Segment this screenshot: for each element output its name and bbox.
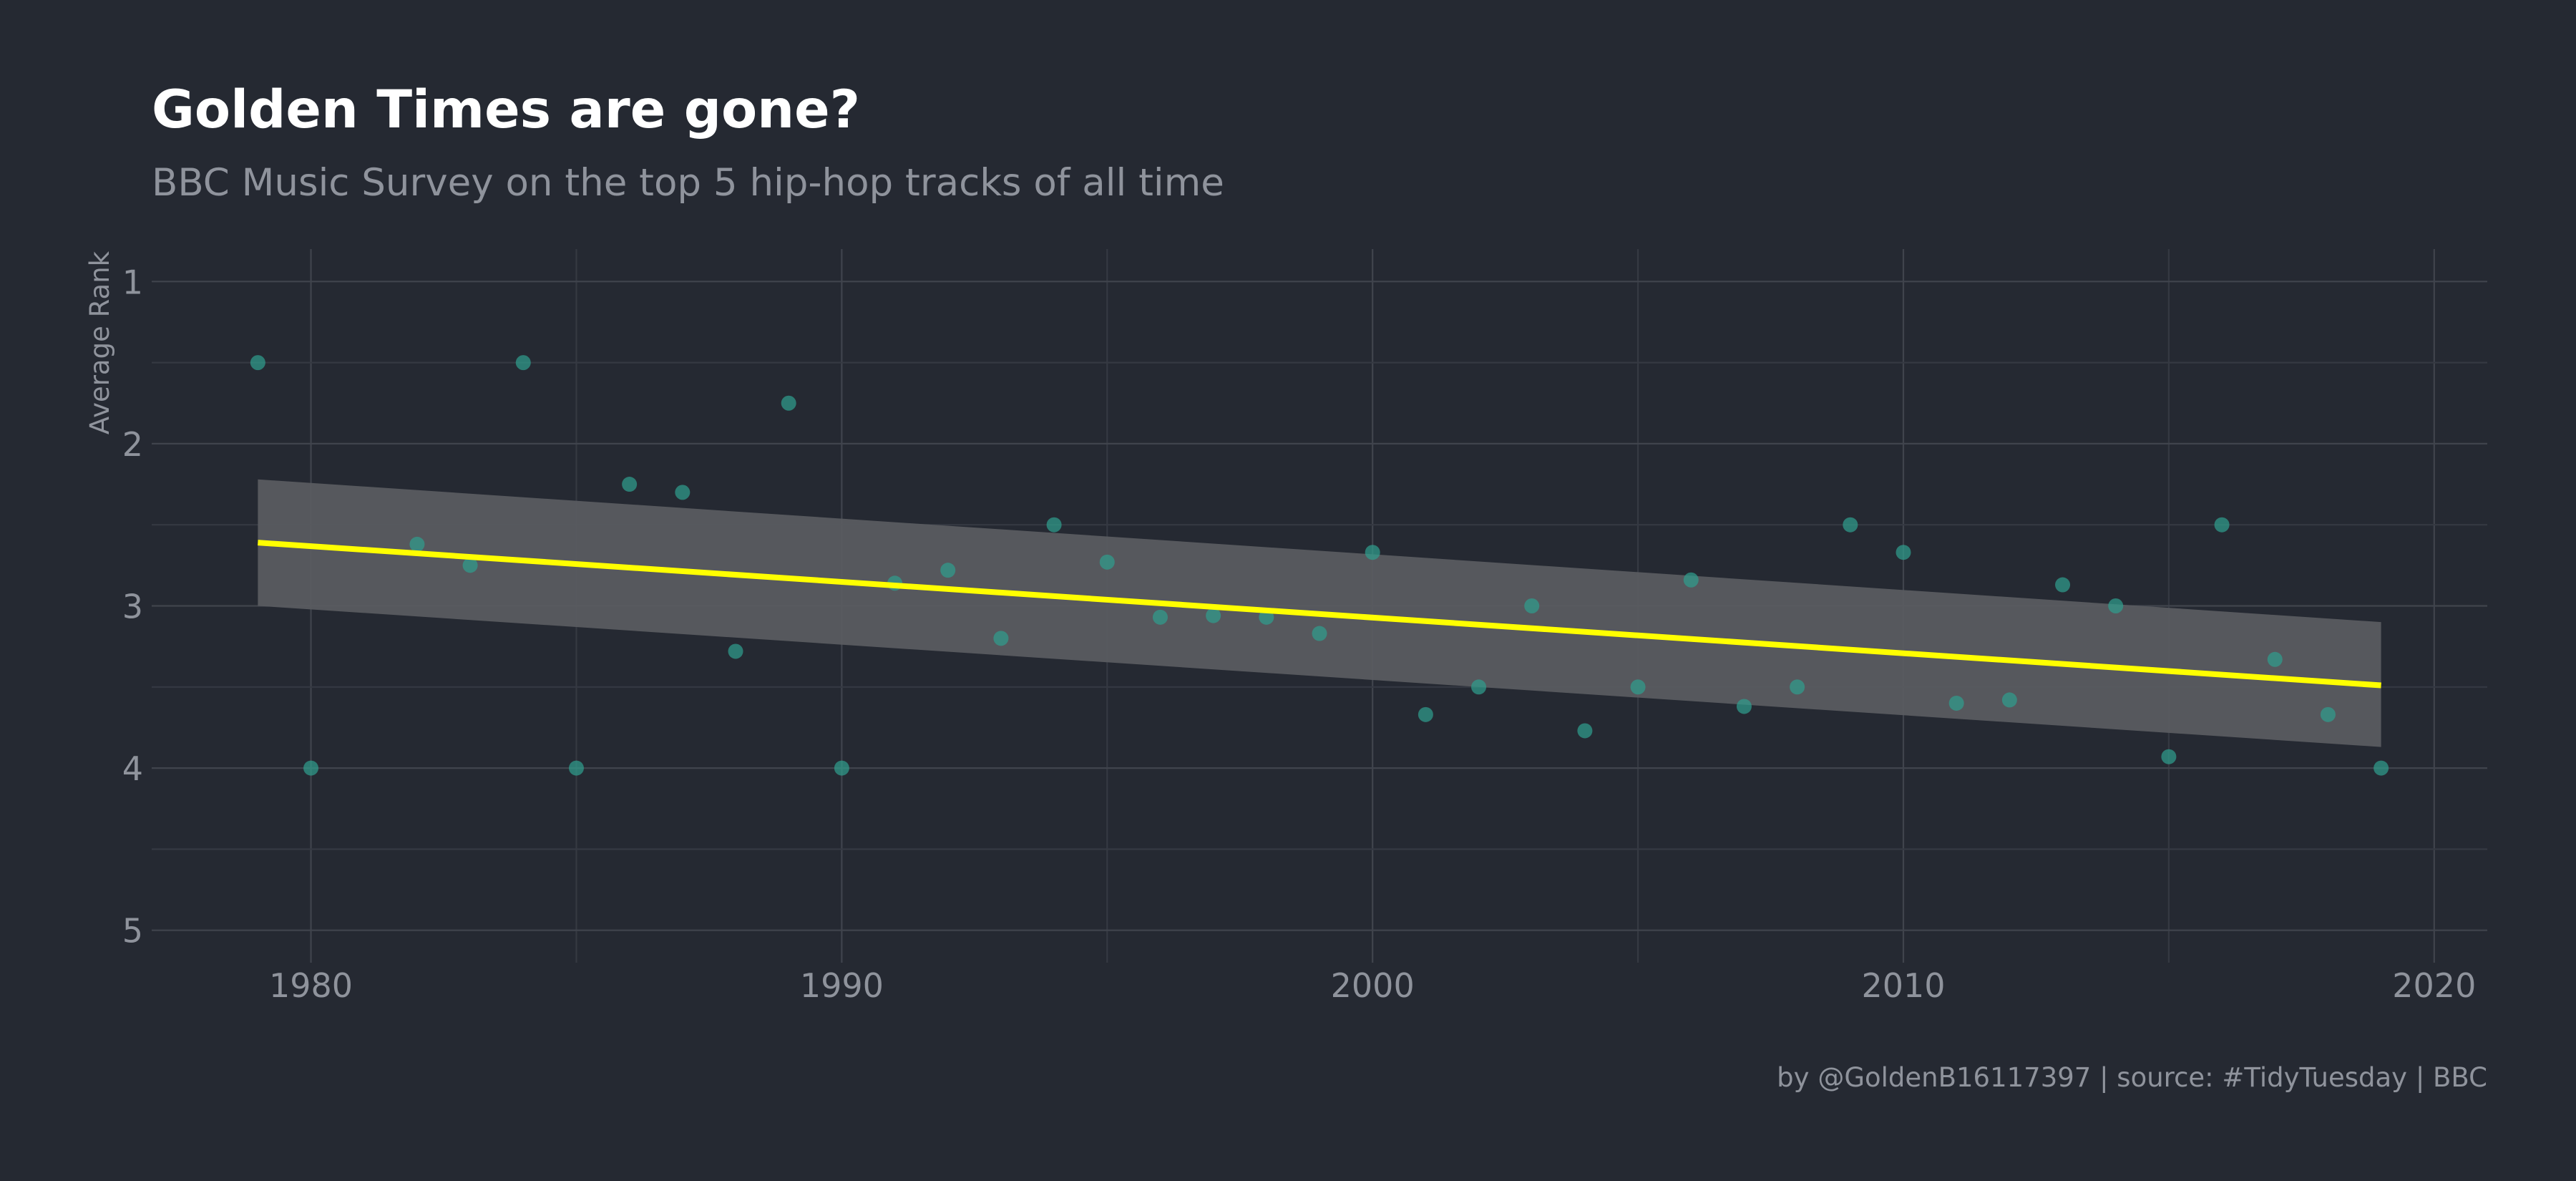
data-point-2003 — [1524, 598, 1540, 613]
data-point-1986 — [622, 477, 638, 492]
y-tick-label-4: 4 — [122, 749, 143, 788]
data-point-1996 — [1152, 609, 1168, 625]
x-tick-label-1990: 1990 — [800, 966, 884, 1005]
data-point-2009 — [1843, 517, 1858, 533]
data-point-1988 — [728, 643, 743, 659]
data-point-1983 — [462, 558, 478, 573]
data-point-2004 — [1577, 723, 1593, 739]
x-tick-label-2010: 2010 — [1861, 966, 1945, 1005]
data-point-1999 — [1312, 626, 1327, 641]
data-point-1989 — [781, 395, 796, 411]
data-point-1987 — [675, 485, 691, 500]
data-point-2007 — [1736, 699, 1752, 714]
y-tick-label-1: 1 — [122, 263, 143, 301]
y-tick-label-5: 5 — [122, 912, 143, 951]
data-point-1985 — [568, 760, 584, 776]
x-tick-label-1980: 1980 — [269, 966, 353, 1005]
data-point-1979 — [250, 355, 265, 371]
y-axis-label: Average Rank — [84, 251, 115, 434]
chart-subtitle: BBC Music Survey on the top 5 hip-hop tr… — [152, 161, 1224, 205]
chart-title: Golden Times are gone? — [152, 79, 860, 140]
data-point-1994 — [1046, 517, 1062, 533]
data-point-1984 — [515, 355, 531, 371]
data-point-2011 — [1948, 695, 1964, 711]
data-point-2016 — [2214, 517, 2230, 533]
data-point-2018 — [2320, 706, 2336, 722]
data-point-2005 — [1630, 679, 1646, 695]
data-point-2010 — [1896, 545, 1911, 560]
data-point-1982 — [409, 536, 425, 552]
data-point-1997 — [1206, 608, 1221, 623]
data-point-1993 — [993, 631, 1009, 646]
data-point-2013 — [2055, 577, 2071, 593]
data-point-1980 — [303, 760, 319, 776]
data-point-2008 — [1790, 679, 1805, 695]
y-axis-ticks: 1 2 3 4 5 — [122, 263, 143, 950]
x-tick-label-2020: 2020 — [2392, 966, 2476, 1005]
data-point-2012 — [2001, 692, 2017, 708]
data-point-2017 — [2267, 651, 2283, 667]
y-tick-label-3: 3 — [122, 588, 143, 626]
data-point-1990 — [834, 760, 849, 776]
y-tick-label-2: 2 — [122, 425, 143, 464]
x-axis-ticks: 1980 1990 2000 2010 2020 — [269, 966, 2476, 1005]
data-point-2006 — [1683, 572, 1699, 588]
chart-caption: by @GoldenB16117397 | source: #TidyTuesd… — [1777, 1062, 2487, 1093]
data-point-2001 — [1418, 706, 1433, 722]
data-point-2019 — [2373, 760, 2389, 776]
data-point-1995 — [1099, 554, 1115, 570]
data-point-2000 — [1365, 545, 1380, 560]
data-point-2014 — [2108, 598, 2124, 613]
data-point-1992 — [940, 563, 956, 578]
trend-line — [258, 540, 2381, 689]
data-point-2002 — [1471, 679, 1487, 695]
data-point-2015 — [2161, 749, 2177, 764]
x-tick-label-2000: 2000 — [1331, 966, 1415, 1005]
